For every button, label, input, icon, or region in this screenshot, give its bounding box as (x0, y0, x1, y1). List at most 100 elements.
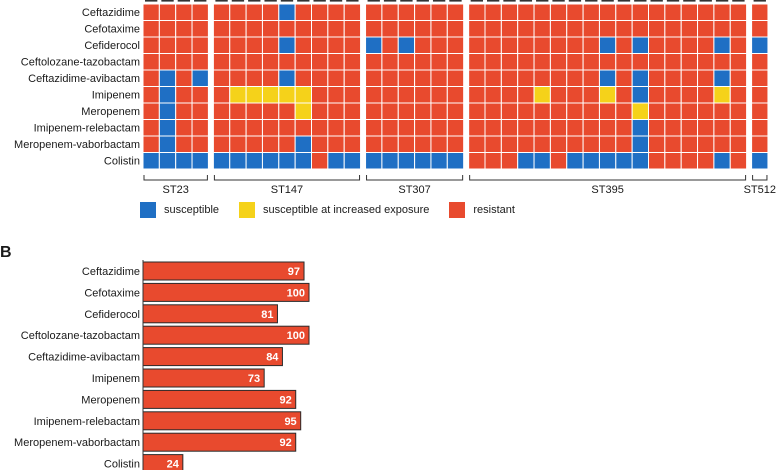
legend-label-increased-exposure: susceptible at increased exposure (263, 204, 430, 216)
heatmap-cell (680, 36, 699, 54)
heatmap-cell (533, 36, 551, 54)
legend-swatch-increased-exposure (239, 202, 256, 218)
heatmap-cell (713, 135, 731, 153)
bar (142, 347, 283, 367)
bar (142, 432, 297, 452)
heatmap-cell (245, 119, 263, 137)
heatmap-cell (500, 53, 519, 71)
heatmap-cell (582, 36, 600, 54)
heatmap-cell (697, 53, 715, 71)
heatmap-cell (446, 119, 465, 137)
heatmap-cell (142, 135, 160, 153)
heatmap-cell (517, 152, 535, 170)
resistance-heatmap: Ceftazidime Cefotaxime Cefiderocol Ceftoloz… (14, 0, 776, 196)
heatmap-cell (142, 102, 160, 120)
heatmap-cell (158, 69, 177, 87)
heatmap-cell (729, 102, 748, 120)
heatmap-cell (365, 119, 383, 137)
heatmap-cell (582, 152, 600, 170)
heatmap-cell (664, 86, 682, 104)
heatmap-cell (294, 86, 312, 104)
heatmap-cell (648, 53, 666, 71)
bar-category-label: Ceftazidime (82, 266, 140, 278)
heatmap-cell (566, 119, 584, 137)
heatmap-cell (648, 3, 666, 21)
heatmap-cell (697, 119, 715, 137)
heatmap-cell (397, 152, 416, 170)
heatmap-cell (615, 102, 633, 120)
heatmap-cell (468, 53, 486, 71)
heatmap-cell (631, 69, 650, 87)
heatmap-cell (484, 36, 502, 54)
row-label: Ceftolozane-tazobactam (21, 57, 140, 69)
heatmap-cell (729, 152, 748, 170)
heatmap-cell (327, 20, 345, 38)
legend-label-susceptible: susceptible (164, 204, 220, 216)
heatmap-cell (713, 69, 731, 87)
heatmap-cell (381, 53, 399, 71)
heatmap-cell (311, 119, 329, 137)
heatmap-cell (713, 152, 731, 170)
heatmap-cell (517, 53, 535, 71)
heatmap-cell (549, 102, 568, 120)
heatmap-cell (697, 20, 715, 38)
heatmap-cell (191, 119, 209, 137)
heatmap-cell (212, 86, 231, 104)
heatmap-cell (191, 152, 209, 170)
heatmap-cell (751, 20, 769, 38)
heatmap-cell (212, 20, 231, 38)
heatmap-cell (381, 119, 399, 137)
legend-item-increased-exposure: susceptible at increased exposure (239, 202, 429, 218)
group-bracket (752, 175, 768, 181)
heatmap-cell (566, 102, 584, 120)
bar (142, 261, 305, 281)
heatmap-cell (598, 36, 617, 54)
heatmap-cell (343, 152, 362, 170)
legend-swatch-resistant (449, 202, 466, 218)
heatmap-cell (397, 86, 416, 104)
heatmap-cell (191, 20, 209, 38)
heatmap-cell (175, 20, 193, 38)
heatmap-cell (191, 53, 209, 71)
heatmap-cell (697, 69, 715, 87)
heatmap-cell (212, 3, 231, 21)
heatmap-cell (615, 69, 633, 87)
heatmap-cell (664, 20, 682, 38)
heatmap-cell (327, 53, 345, 71)
heatmap-cell (648, 119, 666, 137)
heatmap-cell (468, 69, 486, 87)
heatmap-cell (648, 86, 666, 104)
heatmap-cell (381, 3, 399, 21)
heatmap-cell (381, 86, 399, 104)
heatmap-cell (365, 3, 383, 21)
heatmap-cell (212, 53, 231, 71)
heatmap-cell (615, 152, 633, 170)
group-label: ST512 (744, 184, 776, 196)
legend-item-resistant: resistant (449, 202, 515, 218)
heatmap-cell (517, 69, 535, 87)
heatmap-cell (229, 102, 247, 120)
heatmap-cell (566, 69, 584, 87)
bar-value-label: 92 (279, 437, 291, 449)
row-label: Ceftazidime (82, 7, 140, 19)
heatmap-cell (484, 69, 502, 87)
heatmap-cell (582, 3, 600, 21)
heatmap-cell (615, 119, 633, 137)
heatmap-cell (751, 3, 769, 21)
heatmap-cell (713, 53, 731, 71)
heatmap-cell (533, 53, 551, 71)
bar (142, 368, 265, 388)
heatmap-cell (484, 119, 502, 137)
heatmap-cell (615, 3, 633, 21)
heatmap-cell (680, 135, 699, 153)
heatmap-cell (549, 119, 568, 137)
heatmap-cell (500, 86, 519, 104)
bar (142, 389, 297, 409)
heatmap-cell (582, 69, 600, 87)
heatmap-cell (468, 102, 486, 120)
heatmap-cell (311, 20, 329, 38)
heatmap-cell (533, 3, 551, 21)
heatmap-cell (484, 102, 502, 120)
heatmap-cell (229, 86, 247, 104)
heatmap-cell (517, 20, 535, 38)
